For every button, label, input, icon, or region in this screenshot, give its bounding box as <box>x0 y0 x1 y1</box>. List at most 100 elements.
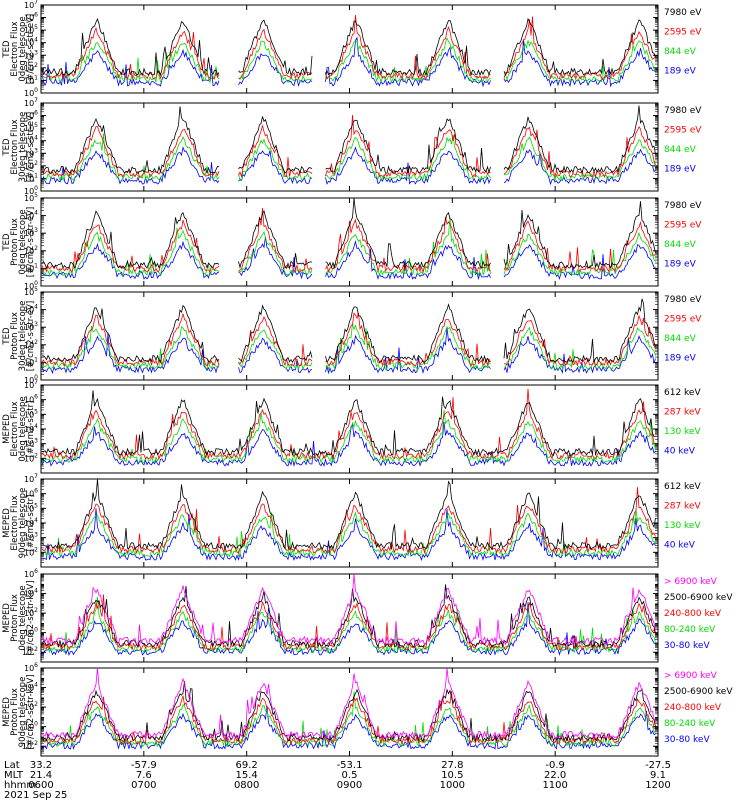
traces <box>41 388 656 467</box>
x-tick-label-hhmm: 0600 <box>28 780 53 791</box>
y-axis-label-line: [#/cm2-s-str] <box>26 495 36 552</box>
series-trace <box>41 680 656 743</box>
y-tick-label: 103 <box>24 147 38 158</box>
y-tick-label: 103 <box>24 321 38 332</box>
series-trace <box>41 584 656 649</box>
y-axis-label-line: TED <box>2 138 12 157</box>
legend-entry: 844 eV <box>664 240 697 250</box>
y-axis-label-line: TED <box>2 40 12 59</box>
y-tick-label: 10-2 <box>22 646 38 657</box>
y-axis-label-line: MEPED <box>2 603 12 633</box>
legend-entry: 189 eV <box>664 67 697 77</box>
y-tick-label: 100 <box>24 87 38 98</box>
legend-entry: 189 eV <box>664 165 697 175</box>
series-trace <box>42 298 656 364</box>
series-trace <box>41 409 656 464</box>
y-axis-label-line: 0deg telescope <box>18 585 28 650</box>
series-trace <box>41 217 656 277</box>
legend-entry: 287 keV <box>664 408 701 418</box>
y-tick-label: 100 <box>24 721 38 732</box>
series-trace <box>41 327 656 375</box>
y-tick-label: 100 <box>24 374 38 385</box>
y-tick-label: 102 <box>24 160 38 171</box>
y-axis-label-line: [#/cm2-s-str-eV] <box>26 207 36 277</box>
legend-entry: 612 keV <box>664 482 701 492</box>
series-trace <box>41 14 656 80</box>
y-tick-label: 105 <box>24 502 38 513</box>
y-tick-label: 107 <box>24 379 38 390</box>
legend-entry: 612 keV <box>664 388 701 398</box>
y-tick-label: 102 <box>24 607 38 618</box>
legend-entry: 287 keV <box>664 502 701 512</box>
y-tick-label: 105 <box>24 24 38 35</box>
x-tick-label-hhmm: 0800 <box>234 780 259 791</box>
y-tick-label: 102 <box>24 62 38 73</box>
traces <box>41 105 656 186</box>
x-tick-label-lat: 27.8 <box>441 760 463 771</box>
legend-entry: 30-80 keV <box>664 735 710 745</box>
x-tick-label-lat: -57.9 <box>131 760 157 771</box>
y-axis-label-line: 90deg telescope <box>18 677 28 748</box>
series-trace <box>41 487 656 555</box>
y-axis-label-line: Proton Flux <box>10 218 20 266</box>
x-tick-label-hhmm: 1200 <box>645 780 670 791</box>
y-axis-label-line: Proton Flux <box>10 594 20 642</box>
legend-entry: 80-240 keV <box>664 719 716 729</box>
legend-entry: 844 eV <box>664 145 697 155</box>
y-tick-label: 101 <box>24 74 38 85</box>
legend-entry: 2595 eV <box>664 28 702 38</box>
y-tick-label: 101 <box>24 262 38 273</box>
y-axis-label-line: [#/cm2-s-str-eV] <box>26 301 36 371</box>
series-trace <box>41 602 656 656</box>
legend-entry: 2595 eV <box>664 221 702 231</box>
y-axis-label-line: 0deg telescope <box>18 209 28 274</box>
x-tick-label-lat: 69.2 <box>236 760 258 771</box>
legend-entry: 80-240 keV <box>664 625 716 635</box>
x-tick-label-hhmm: 0700 <box>131 780 156 791</box>
y-tick-label: 102 <box>24 546 38 557</box>
traces <box>41 574 656 656</box>
legend-entry: 844 eV <box>664 334 697 344</box>
y-tick-label: 100 <box>24 627 38 638</box>
legend-entry: 40 keV <box>664 541 696 551</box>
x-tick-label-hhmm: 1000 <box>440 780 465 791</box>
x-row-label-mlt: MLT <box>4 770 24 781</box>
y-axis-label-line: [#/cm2-s-str-eV] <box>26 112 36 182</box>
series-trace <box>41 236 656 281</box>
x-tick-label-mlt: 10.5 <box>441 770 463 781</box>
y-tick-label: 101 <box>24 356 38 367</box>
series-trace <box>42 36 656 84</box>
y-tick-label: 104 <box>24 304 38 315</box>
series-trace <box>41 312 656 367</box>
traces <box>41 198 656 281</box>
y-tick-label: 107 <box>24 97 38 108</box>
y-tick-label: 103 <box>24 532 38 543</box>
legend-entry: 2595 eV <box>664 126 702 136</box>
y-tick-label: 106 <box>24 662 38 673</box>
legend-entry: 2500-6900 keV <box>664 593 733 603</box>
series-trace <box>41 146 656 186</box>
y-tick-label: 105 <box>24 286 38 297</box>
y-tick-label: 107 <box>24 0 38 10</box>
y-tick-label: 102 <box>24 701 38 712</box>
series-trace <box>41 390 656 457</box>
legend-entry: 40 keV <box>664 447 696 457</box>
y-axis-label-line: [#/cm2-s-str-keV] <box>26 675 36 750</box>
series-trace <box>41 133 656 182</box>
legend-entry: 240-800 keV <box>664 609 722 619</box>
traces <box>41 298 656 375</box>
x-tick-label-mlt: 15.4 <box>236 770 258 781</box>
legend-entry: 844 eV <box>664 47 697 57</box>
y-axis-label-line: Electron Flux <box>10 21 20 76</box>
series-trace <box>41 691 656 748</box>
legend-entry: 2595 eV <box>664 315 702 325</box>
y-tick-label: 102 <box>24 452 38 463</box>
